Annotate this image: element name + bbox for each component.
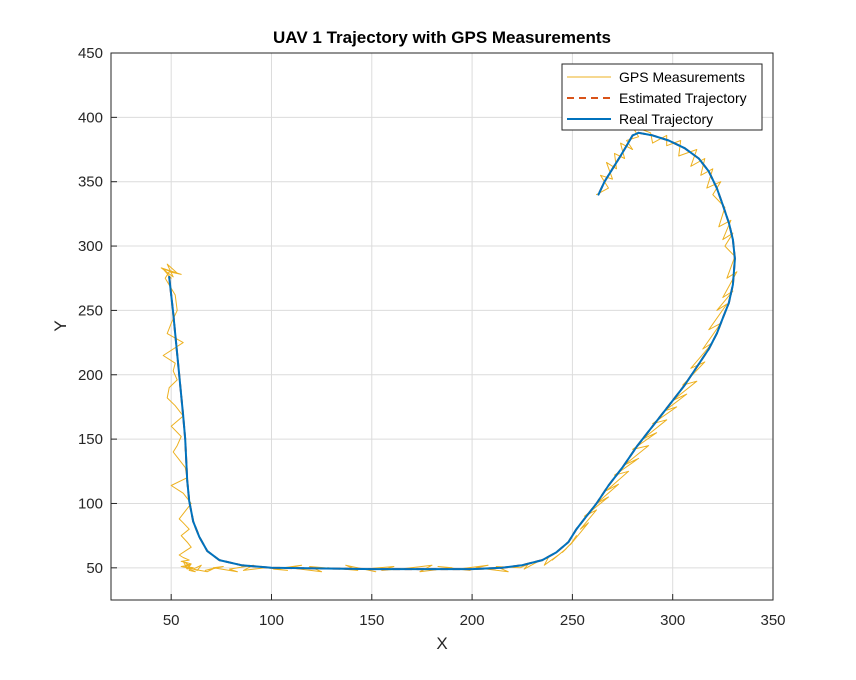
x-tick-label: 200: [460, 612, 485, 629]
y-tick-label: 150: [78, 431, 103, 448]
y-tick-label: 200: [78, 367, 103, 384]
y-axis-label: Y: [51, 320, 70, 331]
series-line-real-trajectory: [168, 131, 736, 571]
x-tick-label: 50: [163, 612, 180, 629]
grid-lines: [111, 52, 774, 600]
y-tick-label: 400: [78, 109, 103, 126]
x-tick-label: 250: [560, 612, 585, 629]
chart-title: UAV 1 Trajectory with GPS Measurements: [273, 28, 611, 47]
y-tick-label: 450: [78, 45, 103, 62]
y-tick-label: 350: [78, 174, 103, 191]
x-tick-label: 100: [259, 612, 284, 629]
legend-label: Estimated Trajectory: [619, 90, 747, 106]
series-line-gps-measurements: [160, 123, 738, 573]
axis-ticks: 50 100 150 200 250 300 350 50 100 150 200 250 300 350…: [78, 45, 786, 629]
y-tick-label: 100: [78, 495, 103, 512]
y-tick-label: 300: [78, 238, 103, 255]
x-axis-label: X: [436, 634, 447, 653]
x-tick-label: 300: [660, 612, 685, 629]
plot-series: [160, 123, 738, 573]
x-tick-label: 350: [760, 612, 785, 629]
legend-label: Real Trajectory: [619, 111, 713, 127]
legend-label: GPS Measurements: [619, 69, 745, 85]
x-tick-label: 150: [359, 612, 384, 629]
plot-area-frame: [110, 52, 774, 601]
y-tick-label: 250: [78, 302, 103, 319]
y-tick-label: 50: [86, 560, 103, 577]
legend: GPS Measurements Estimated Trajectory Real…: [561, 63, 763, 131]
